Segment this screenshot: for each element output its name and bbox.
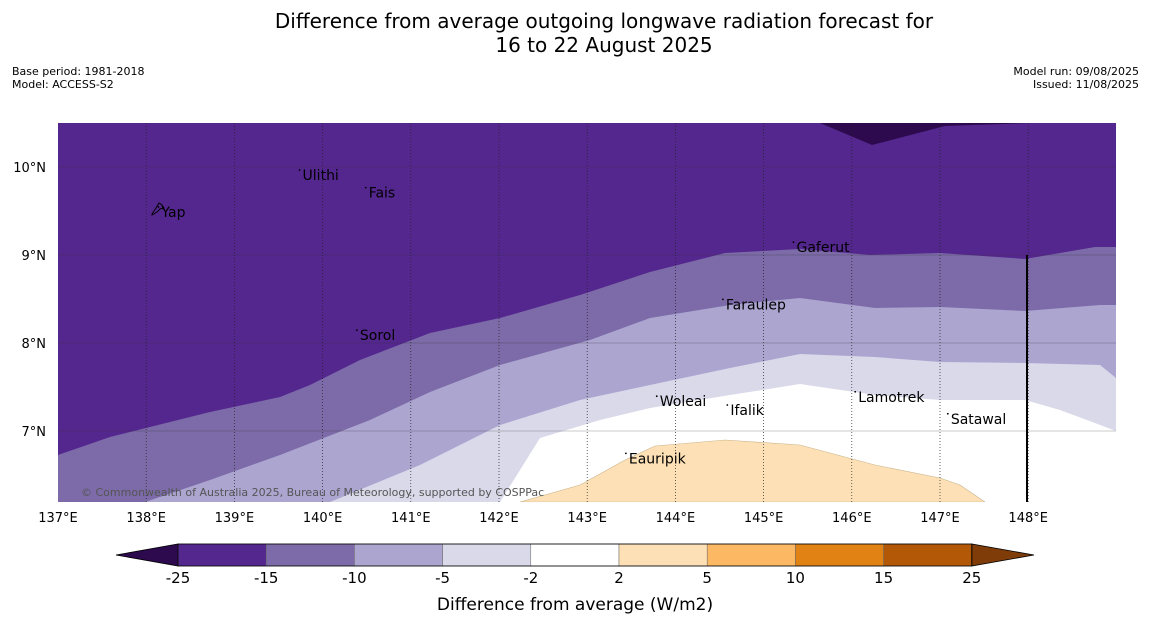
colorbar-tick-label: -5 (435, 569, 450, 587)
place-marker (157, 206, 160, 208)
colorbar-title: Difference from average (W/m2) (437, 595, 713, 615)
lon-tick-label: 143°E (567, 511, 607, 526)
place-marker (624, 452, 627, 455)
place-label: Yap (160, 205, 185, 221)
title-line-1: Difference from average outgoing longwav… (274, 9, 934, 33)
colorbar-swatch (883, 543, 973, 567)
colorbar-tick-label: 10 (786, 569, 805, 587)
lon-tick-label: 146°E (832, 511, 872, 526)
colorbar-tick-label: 2 (614, 569, 624, 587)
place-label: Gaferut (796, 240, 850, 256)
model-run: Model run: 09/08/2025 (1013, 65, 1139, 78)
place-label: Lamotrek (858, 390, 925, 406)
colorbar-tick-label: -15 (254, 569, 279, 587)
place-label: Ulithi (303, 168, 339, 184)
colorbar-swatch (618, 543, 708, 567)
place-label: Woleai (660, 394, 707, 410)
colorbar-tick-label: 5 (702, 569, 712, 587)
place-label: Eauripik (629, 451, 687, 467)
base-period: Base period: 1981-2018 (12, 65, 145, 78)
title-line-2: 16 to 22 August 2025 (495, 33, 713, 57)
place-label: Fais (369, 186, 396, 202)
colorbar-swatch (354, 543, 443, 567)
colorbar-tick-label: 25 (962, 569, 981, 587)
colorbar-swatch (442, 543, 532, 567)
place-marker (364, 186, 367, 189)
place-marker (946, 412, 949, 415)
lon-tick-label: 138°E (126, 511, 166, 526)
place-label: Ifalik (730, 403, 764, 419)
place-marker (792, 241, 795, 244)
colorbar-high-extension (971, 543, 1035, 567)
band-below-minus25 (820, 123, 1030, 145)
colorbar-swatch (706, 543, 796, 567)
place-marker (722, 298, 724, 301)
place-label: Faraulep (726, 297, 786, 313)
colorbar-tick-label: -2 (523, 569, 538, 587)
place-label: Sorol (360, 328, 395, 344)
place-marker (298, 169, 301, 171)
lon-tick-label: 137°E (38, 511, 78, 526)
map-title: Difference from average outgoing longwav… (0, 9, 1150, 57)
meta-right: Model run: 09/08/2025 Issued: 11/08/2025 (1013, 65, 1139, 91)
graticule (58, 123, 1116, 502)
place-marker (655, 395, 658, 398)
lat-tick-label: 10°N (13, 161, 46, 176)
place-labels: Ulithi Fais Yap Gaferut Faraulep Sorol Lamotre… (157, 168, 1006, 467)
place-marker (726, 404, 729, 406)
band-plus2-to-plus5 (519, 439, 986, 502)
place-label: Satawal (951, 412, 1006, 428)
colorbar-swatch (530, 543, 620, 567)
lat-tick-label: 9°N (22, 249, 47, 264)
colorbar-tick-label: -25 (166, 569, 191, 587)
yap-island-outline (151, 202, 165, 216)
lat-tick-label: 8°N (22, 337, 47, 352)
lon-tick-label: 142°E (479, 511, 519, 526)
place-marker (854, 390, 857, 393)
copyright-text: © Commonwealth of Australia 2025, Bureau… (81, 486, 544, 499)
lon-tick-label: 139°E (215, 511, 255, 526)
lon-tick-label: 141°E (391, 511, 431, 526)
colorbar-low-extension (115, 543, 179, 567)
model-name: Model: ACCESS-S2 (12, 78, 114, 91)
colorbar-tick-label: -10 (342, 569, 367, 587)
axes: 137°E 138°E 139°E 140°E 141°E 142°E 143°E 144°E… (13, 161, 1048, 526)
lon-tick-label: 147°E (920, 511, 960, 526)
lon-tick-label: 148°E (1008, 511, 1048, 526)
lon-tick-label: 145°E (744, 511, 784, 526)
issued-date: Issued: 11/08/2025 (1032, 78, 1139, 91)
colorbar-swatch (177, 543, 267, 567)
lat-tick-label: 7°N (22, 425, 47, 440)
colorbar-swatch (795, 543, 884, 567)
place-marker (355, 329, 358, 332)
lon-tick-label: 140°E (303, 511, 343, 526)
colorbar-swatch (265, 543, 355, 567)
colorbar-tick-label: 15 (874, 569, 893, 587)
colorbar-frame (177, 543, 973, 567)
meta-left: Base period: 1981-2018 Model: ACCESS-S2 (12, 65, 144, 91)
lon-tick-label: 144°E (656, 511, 696, 526)
